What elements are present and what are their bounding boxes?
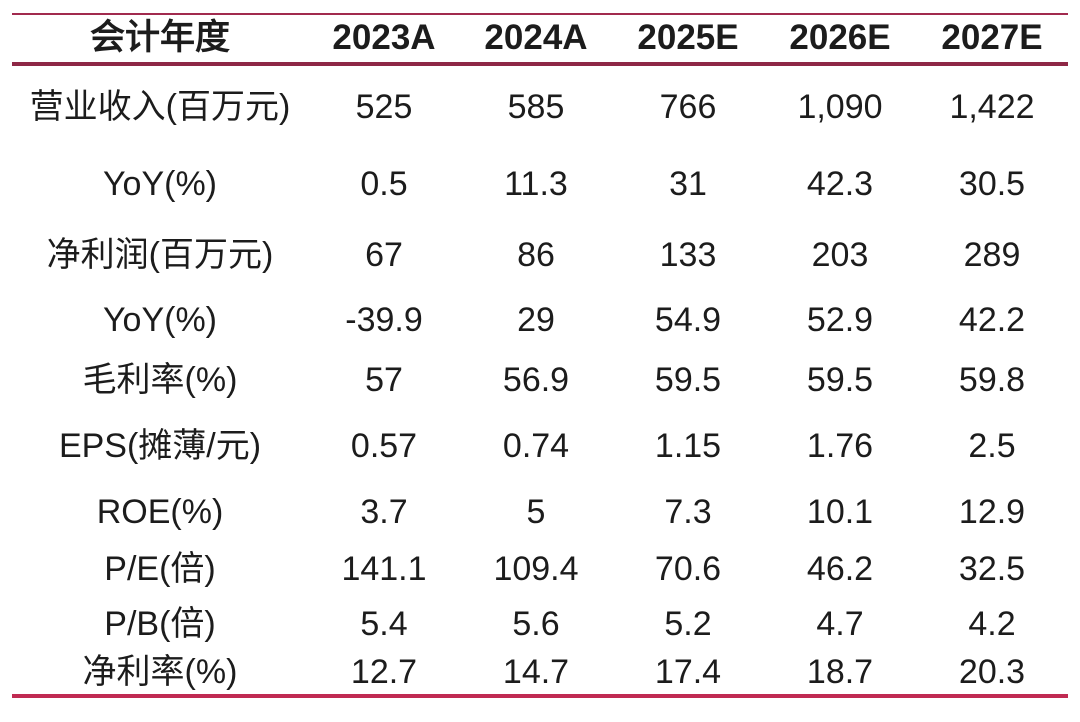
- table-cell: 30.5: [958, 165, 1026, 204]
- table-cell: 56.9: [502, 360, 570, 399]
- table-cell: 5.4: [360, 604, 408, 643]
- table-cell: 54.9: [654, 300, 722, 339]
- row-label: YoY(%): [102, 165, 218, 204]
- table-cell: 766: [659, 87, 717, 126]
- table-row: P/B(倍) 5.4 5.6 5.2 4.7 4.2: [12, 597, 1068, 652]
- table-row: ROE(%) 3.7 5 7.3 10.1 12.9: [12, 483, 1068, 543]
- table-cell: 32.5: [958, 550, 1026, 589]
- table-cell: 2.5: [968, 427, 1016, 466]
- column-header-fiscal-year: 会计年度: [89, 18, 230, 58]
- table-cell: 203: [811, 236, 869, 275]
- table-cell: 141.1: [341, 550, 427, 589]
- table-cell: 5: [526, 493, 546, 532]
- table-cell: 29: [517, 300, 555, 339]
- financial-forecast-table: 会计年度 2023A 2024A 2025E 2026E 2027E 营业收入(百万元)…: [12, 13, 1068, 698]
- table-cell: 7.3: [664, 493, 712, 532]
- row-label: 营业收入(百万元): [29, 87, 291, 126]
- column-header-2024a: 2024A: [484, 18, 588, 58]
- row-label: YoY(%): [102, 300, 218, 339]
- table-cell: 1,090: [797, 87, 883, 126]
- table-cell: 70.6: [654, 550, 722, 589]
- table-row: P/E(倍) 141.1 109.4 70.6 46.2 32.5: [12, 543, 1068, 597]
- table-cell: 0.57: [350, 427, 418, 466]
- table-cell: 289: [963, 236, 1021, 275]
- column-header-2027e: 2027E: [941, 18, 1043, 58]
- table-cell: 0.74: [502, 427, 570, 466]
- table-row: 净利润(百万元) 67 86 133 203 289: [12, 221, 1068, 291]
- table-cell: 10.1: [806, 493, 874, 532]
- column-header-2023a: 2023A: [332, 18, 436, 58]
- row-label: P/B(倍): [104, 604, 216, 643]
- table-cell: 17.4: [654, 653, 722, 692]
- table-row: EPS(摊薄/元) 0.57 0.74 1.15 1.76 2.5: [12, 411, 1068, 483]
- row-label: 毛利率(%): [82, 360, 238, 399]
- table-cell: 4.2: [968, 604, 1016, 643]
- table-cell: 52.9: [806, 300, 874, 339]
- table-cell: 14.7: [502, 653, 570, 692]
- table-cell: 67: [365, 236, 403, 275]
- table-cell: -39.9: [345, 300, 423, 339]
- forecast-table: 会计年度 2023A 2024A 2025E 2026E 2027E 营业收入(百万元)…: [12, 13, 1068, 698]
- row-label: 净利润(百万元): [46, 236, 274, 275]
- table-header-row: 会计年度 2023A 2024A 2025E 2026E 2027E: [12, 14, 1068, 64]
- row-label: 净利率(%): [82, 653, 238, 692]
- table-cell: 11.3: [504, 165, 568, 204]
- table-row: YoY(%) 0.5 11.3 31 42.3 30.5: [12, 149, 1068, 221]
- table-cell: 585: [507, 87, 565, 126]
- table-cell: 12.9: [958, 493, 1026, 532]
- column-header-2026e: 2026E: [789, 18, 891, 58]
- table-cell: 133: [659, 236, 717, 275]
- table-cell: 3.7: [360, 493, 408, 532]
- table-cell: 59.5: [654, 360, 722, 399]
- table-cell: 59.5: [806, 360, 874, 399]
- row-label: EPS(摊薄/元): [58, 427, 262, 466]
- table-row: 毛利率(%) 57 56.9 59.5 59.5 59.8: [12, 350, 1068, 411]
- table-cell: 5.6: [512, 604, 560, 643]
- table-cell: 42.2: [958, 300, 1026, 339]
- row-label: ROE(%): [96, 493, 224, 532]
- table-cell: 31: [669, 165, 707, 204]
- table-row: 营业收入(百万元) 525 585 766 1,090 1,422: [12, 64, 1068, 149]
- row-label: P/E(倍): [104, 550, 216, 589]
- column-header-2025e: 2025E: [637, 18, 739, 58]
- table-cell: 86: [517, 236, 555, 275]
- table-cell: 20.3: [958, 653, 1026, 692]
- table-cell: 0.5: [360, 165, 408, 204]
- table-row: YoY(%) -39.9 29 54.9 52.9 42.2: [12, 291, 1068, 350]
- table-cell: 109.4: [493, 550, 579, 589]
- table-cell: 12.7: [350, 653, 418, 692]
- table-cell: 46.2: [806, 550, 874, 589]
- table-cell: 5.2: [664, 604, 712, 643]
- table-cell: 18.7: [806, 653, 874, 692]
- table-cell: 42.3: [806, 165, 874, 204]
- table-cell: 1.76: [806, 427, 874, 466]
- table-row: 净利率(%) 12.7 14.7 17.4 18.7 20.3: [12, 652, 1068, 696]
- table-cell: 4.7: [816, 604, 864, 643]
- table-cell: 1,422: [949, 87, 1035, 126]
- table-cell: 57: [365, 360, 403, 399]
- table-cell: 1.15: [654, 427, 722, 466]
- table-cell: 525: [355, 87, 413, 126]
- table-cell: 59.8: [958, 360, 1026, 399]
